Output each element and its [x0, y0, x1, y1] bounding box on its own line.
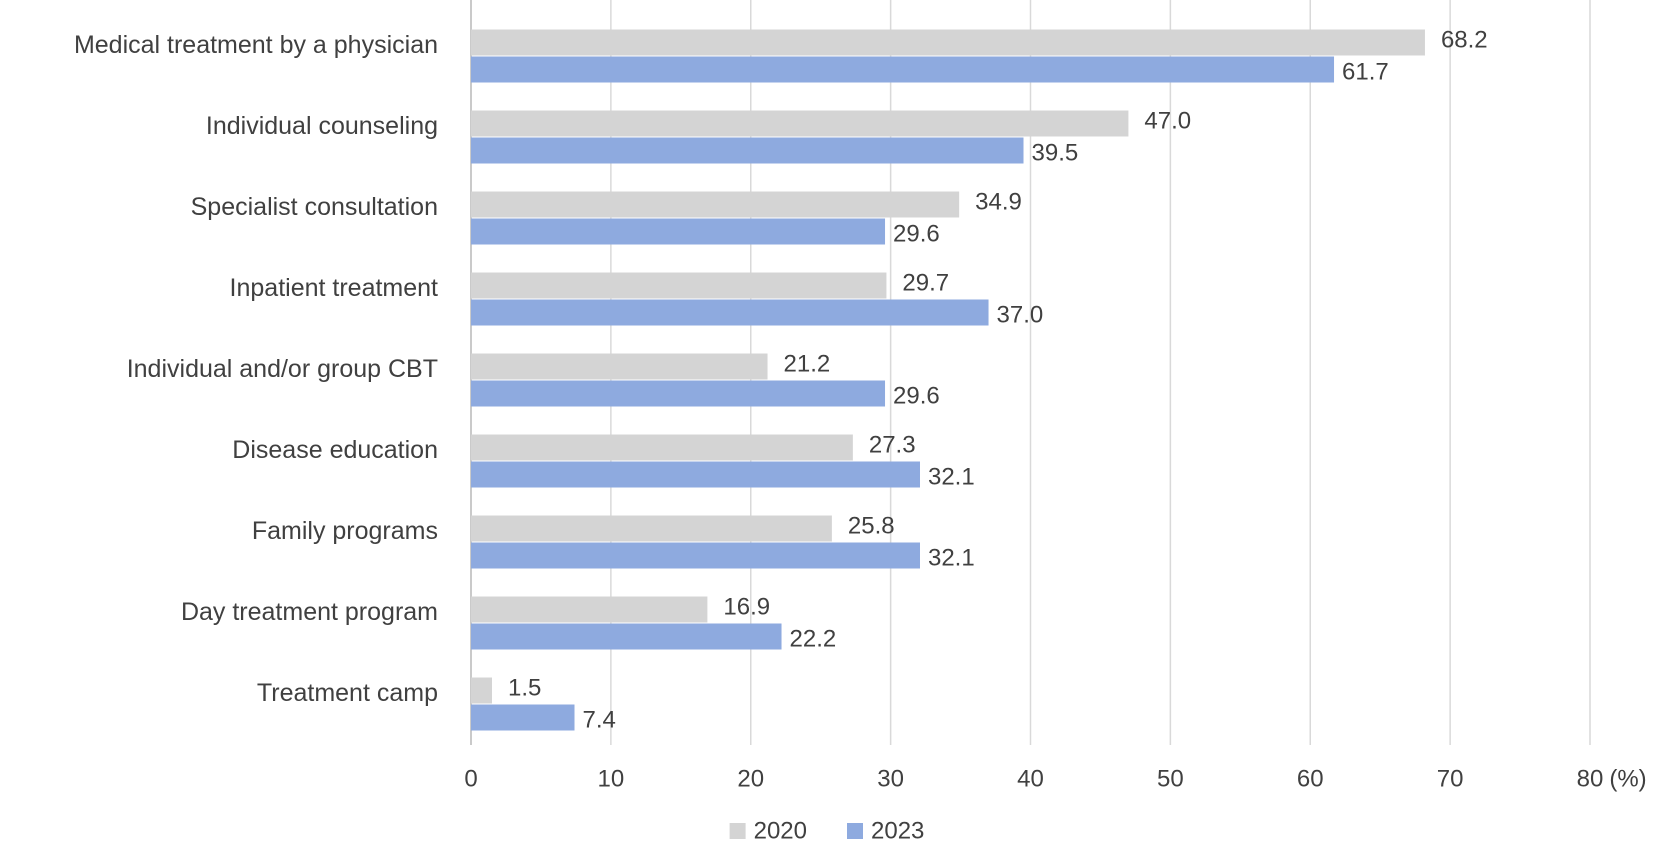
bar — [471, 596, 708, 623]
bar — [471, 56, 1335, 83]
data-label: 34.9 — [975, 188, 1022, 215]
legend-label: 2020 — [754, 817, 807, 844]
data-label: 22.2 — [790, 625, 837, 652]
data-label: 29.6 — [893, 382, 940, 409]
data-label: 68.2 — [1441, 26, 1488, 53]
x-tick-label: 40 — [1017, 765, 1044, 792]
data-label: 37.0 — [997, 301, 1044, 328]
bar — [471, 110, 1129, 137]
data-label: 1.5 — [508, 674, 541, 701]
data-label: 25.8 — [848, 512, 895, 539]
data-label: 61.7 — [1342, 58, 1389, 85]
data-label: 32.1 — [928, 544, 975, 571]
bar — [471, 380, 886, 407]
bar — [471, 29, 1425, 56]
data-label: 27.3 — [869, 431, 916, 458]
data-label: 32.1 — [928, 463, 975, 490]
bar — [471, 299, 989, 326]
bar — [471, 272, 887, 299]
legend-label: 2023 — [871, 817, 924, 844]
x-tick-label: 80 — [1577, 765, 1604, 792]
bar — [471, 515, 832, 542]
bar — [471, 137, 1024, 164]
x-tick-label: 10 — [598, 765, 625, 792]
legend-swatch — [729, 823, 746, 839]
x-tick-label: 50 — [1157, 765, 1184, 792]
data-label: 39.5 — [1032, 139, 1079, 166]
y-tick-label: Disease education — [232, 436, 438, 464]
data-label: 16.9 — [723, 593, 770, 620]
bar — [471, 461, 920, 488]
data-label: 21.2 — [784, 350, 831, 377]
y-tick-label: Specialist consultation — [191, 193, 438, 221]
legend-swatch — [847, 823, 863, 839]
x-tick-label: 60 — [1297, 765, 1324, 792]
bar — [471, 623, 782, 650]
data-label: 29.6 — [893, 220, 940, 247]
bar — [471, 191, 960, 218]
data-label: 47.0 — [1144, 107, 1191, 134]
y-tick-label: Inpatient treatment — [230, 274, 439, 302]
x-tick-label: 20 — [737, 765, 764, 792]
y-tick-label: Family programs — [252, 517, 438, 545]
data-label: 29.7 — [902, 269, 949, 296]
y-tick-label: Day treatment program — [181, 598, 438, 626]
x-tick-label: 30 — [877, 765, 904, 792]
x-axis-label: (%) — [1609, 765, 1646, 792]
legend: 2020 2023 — [729, 817, 924, 844]
data-label: 7.4 — [583, 706, 616, 733]
y-tick-label: Individual and/or group CBT — [127, 355, 438, 383]
y-tick-label: Individual counseling — [206, 112, 438, 140]
bar — [471, 677, 492, 704]
bar — [471, 218, 886, 245]
bar — [471, 704, 575, 731]
bar — [471, 434, 853, 461]
y-tick-label: Treatment camp — [257, 679, 438, 707]
bar — [471, 353, 768, 380]
x-tick-label: 0 — [464, 765, 477, 792]
y-tick-label: Medical treatment by a physician — [74, 31, 438, 59]
x-tick-label: 70 — [1437, 765, 1464, 792]
bar — [471, 542, 920, 569]
